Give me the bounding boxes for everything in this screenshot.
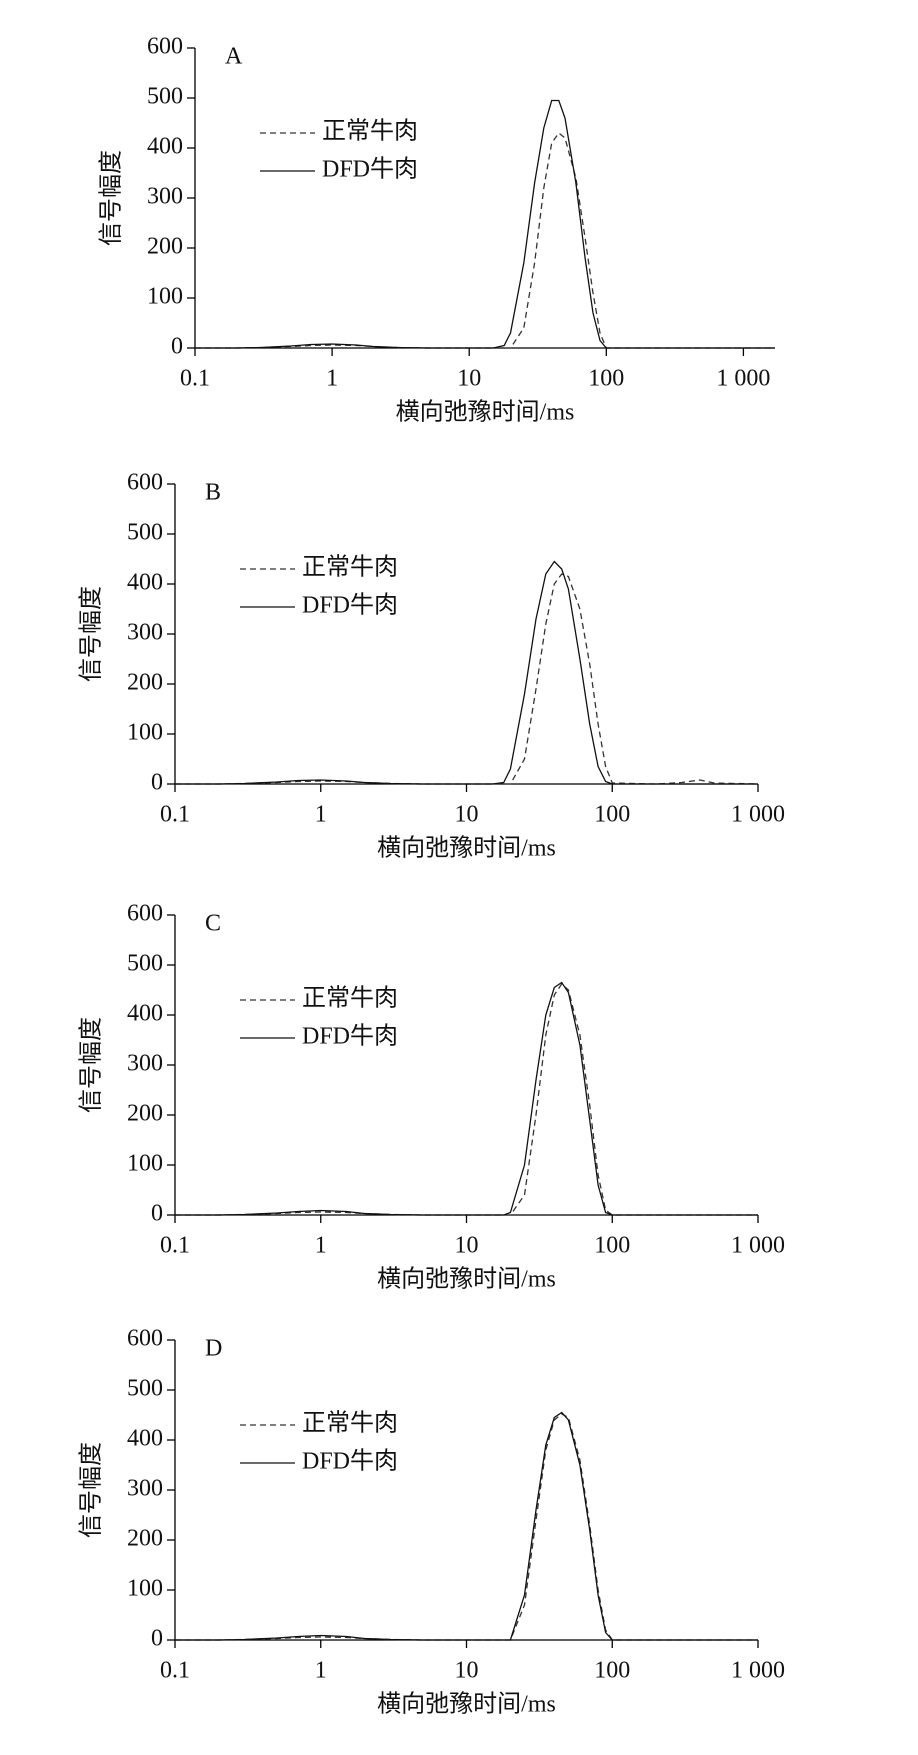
series-line — [195, 132, 775, 349]
y-tick-label: 300 — [127, 620, 163, 646]
y-tick-label: 400 — [147, 134, 183, 160]
y-tick-label: 600 — [127, 1326, 163, 1352]
panel-label: D — [205, 1336, 222, 1362]
panel: 0 100 200 300 400 500 600 0.1 1 10 100 1 000 横向弛豫时间/… — [78, 901, 786, 1293]
series-line — [195, 99, 775, 349]
x-tick-label: 0.1 — [180, 366, 210, 392]
x-axis-label: 横向弛豫时间/ms — [377, 1266, 556, 1293]
x-tick-label: 10 — [455, 802, 479, 828]
y-tick-label: 300 — [147, 184, 183, 210]
series-line — [175, 1413, 758, 1641]
y-tick-label: 0 — [151, 770, 163, 796]
series-line — [175, 981, 758, 1216]
y-tick-label: 400 — [127, 1001, 163, 1027]
x-axis-label: 横向弛豫时间/ms — [377, 1691, 556, 1718]
x-axis-label: 横向弛豫时间/ms — [377, 835, 556, 862]
y-tick-label: 100 — [127, 720, 163, 746]
x-tick-label: 1 000 — [731, 802, 785, 828]
y-tick-label: 500 — [147, 84, 183, 110]
y-tick-label: 200 — [127, 1526, 163, 1552]
panel: 0 100 200 300 400 500 600 0.1 1 10 100 1 000 横向弛豫时间/… — [98, 34, 775, 426]
panel: 0 100 200 300 400 500 600 0.1 1 10 100 1 000 横向弛豫时间/… — [78, 470, 786, 862]
y-tick-label: 400 — [127, 570, 163, 596]
x-tick-label: 10 — [455, 1233, 479, 1259]
y-tick-label: 400 — [127, 1426, 163, 1452]
y-tick-label: 100 — [127, 1151, 163, 1177]
x-axis-label: 横向弛豫时间/ms — [396, 399, 575, 426]
x-tick-label: 100 — [594, 1658, 630, 1684]
legend-label: DFD牛肉 — [302, 1023, 398, 1050]
y-tick-label: 300 — [127, 1476, 163, 1502]
x-tick-label: 1 000 — [731, 1658, 785, 1684]
legend-label: 正常牛肉 — [322, 118, 418, 145]
series-line — [175, 983, 758, 1216]
y-tick-label: 500 — [127, 951, 163, 977]
panel: 0 100 200 300 400 500 600 0.1 1 10 100 1 000 横向弛豫时间/… — [78, 1326, 786, 1718]
y-tick-label: 200 — [127, 670, 163, 696]
y-tick-label: 0 — [151, 1626, 163, 1652]
x-tick-label: 100 — [588, 366, 624, 392]
x-tick-label: 1 — [315, 802, 327, 828]
x-tick-label: 100 — [594, 1233, 630, 1259]
series-line — [175, 560, 758, 785]
y-tick-label: 300 — [127, 1051, 163, 1077]
y-tick-label: 100 — [127, 1576, 163, 1602]
legend-label: DFD牛肉 — [302, 592, 398, 619]
legend-label: 正常牛肉 — [302, 985, 398, 1012]
x-tick-label: 0.1 — [160, 802, 190, 828]
y-tick-label: 200 — [127, 1101, 163, 1127]
y-axis-label: 信号幅度 — [98, 150, 125, 246]
x-tick-label: 100 — [594, 802, 630, 828]
legend-label: DFD牛肉 — [302, 1448, 398, 1475]
x-tick-label: 10 — [457, 366, 481, 392]
y-tick-label: 500 — [127, 520, 163, 546]
y-tick-label: 200 — [147, 234, 183, 260]
x-tick-label: 1 — [315, 1233, 327, 1259]
panel-label: C — [205, 911, 221, 937]
y-axis-label: 信号幅度 — [78, 586, 105, 682]
y-tick-label: 600 — [127, 901, 163, 927]
x-tick-label: 1 000 — [716, 366, 770, 392]
x-tick-label: 1 000 — [731, 1233, 785, 1259]
x-tick-label: 0.1 — [160, 1658, 190, 1684]
y-tick-label: 600 — [127, 470, 163, 496]
panel-label: A — [225, 44, 243, 70]
x-tick-label: 1 — [326, 366, 338, 392]
legend-label: 正常牛肉 — [302, 1410, 398, 1437]
series-line — [175, 1411, 758, 1641]
legend-label: DFD牛肉 — [322, 156, 418, 183]
series-line — [175, 573, 759, 785]
y-axis-label: 信号幅度 — [78, 1442, 105, 1538]
x-tick-label: 1 — [315, 1658, 327, 1684]
y-tick-label: 100 — [147, 284, 183, 310]
y-tick-label: 600 — [147, 34, 183, 60]
x-tick-label: 0.1 — [160, 1233, 190, 1259]
y-tick-label: 500 — [127, 1376, 163, 1402]
y-axis-label: 信号幅度 — [78, 1017, 105, 1113]
y-tick-label: 0 — [151, 1201, 163, 1227]
panel-label: B — [205, 480, 221, 506]
x-tick-label: 10 — [455, 1658, 479, 1684]
y-tick-label: 0 — [171, 334, 183, 360]
legend-label: 正常牛肉 — [302, 554, 398, 581]
